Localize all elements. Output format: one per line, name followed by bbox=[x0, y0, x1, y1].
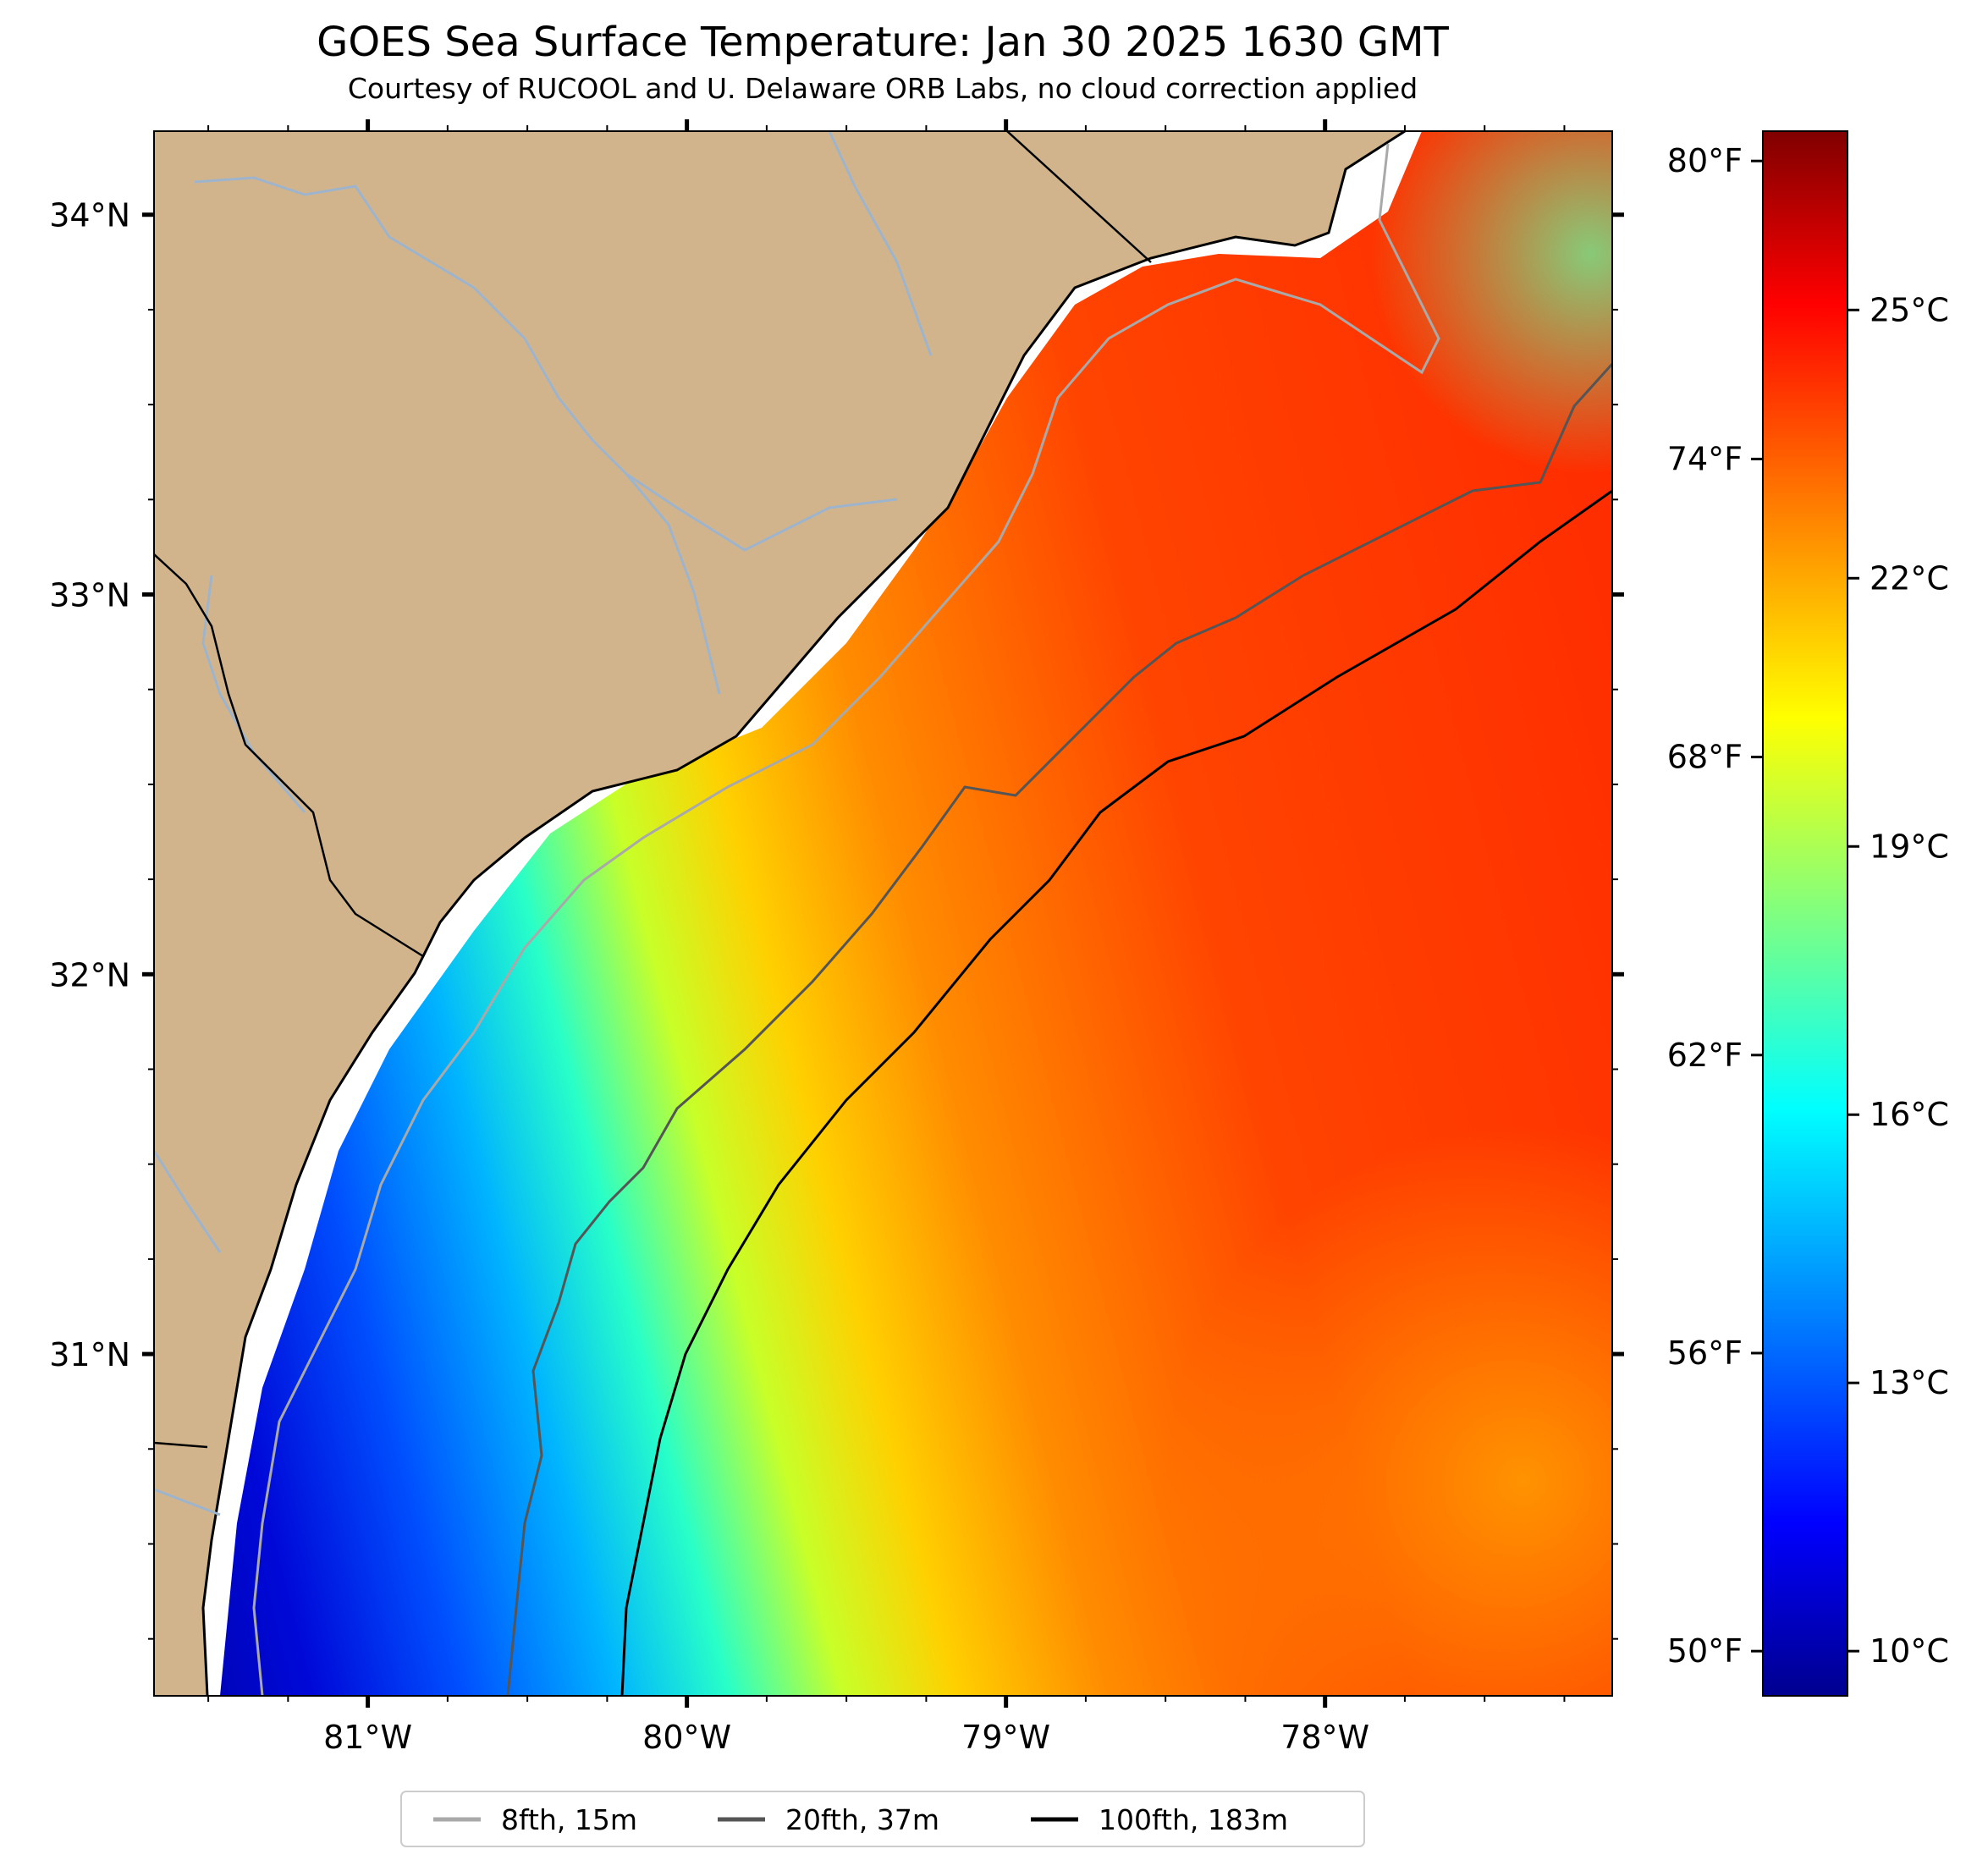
celsius-tick-label: 25°C bbox=[1870, 291, 1949, 328]
colorbar-axes: 10°C 13°C 16°C 19°C 22°C 25°C 50°F 56°F 62°F 68°F… bbox=[1667, 142, 1949, 1670]
lat-tick-label: 32°N bbox=[49, 956, 130, 993]
rivers bbox=[154, 131, 933, 1516]
map-panel bbox=[154, 131, 1612, 1696]
legend-frame bbox=[400, 1791, 1365, 1847]
map-axes: 81°W 80°W 79°W 78°W 34°N 33°N 32°N 31°N bbox=[49, 119, 1624, 1756]
coastline bbox=[201, 131, 1406, 1696]
celsius-tick-label: 10°C bbox=[1870, 1632, 1949, 1670]
fahrenheit-tick-label: 56°F bbox=[1667, 1334, 1743, 1372]
celsius-tick-label: 22°C bbox=[1870, 559, 1949, 597]
fahrenheit-tick-label: 62°F bbox=[1667, 1037, 1743, 1074]
contour-legend: 8fth, 15m 20fth, 37m 100fth, 183m bbox=[400, 1791, 1365, 1847]
state-boundaries bbox=[154, 131, 1152, 1449]
fahrenheit-tick-label: 80°F bbox=[1667, 142, 1743, 179]
lat-tick-label: 33°N bbox=[49, 577, 130, 614]
lon-tick-label: 79°W bbox=[961, 1719, 1050, 1756]
celsius-tick-label: 13°C bbox=[1870, 1364, 1949, 1401]
lon-tick-label: 81°W bbox=[323, 1719, 412, 1756]
figure-subtitle: Courtesy of RUCOOL and U. Delaware ORB L… bbox=[348, 72, 1418, 105]
fahrenheit-tick-label: 74°F bbox=[1667, 440, 1743, 477]
map-frame bbox=[153, 130, 1613, 1697]
colorbar bbox=[1762, 130, 1848, 1697]
contour-100fth bbox=[620, 489, 1612, 1696]
legend-label-8fth: 8fth, 15m bbox=[501, 1803, 637, 1836]
lon-tick-label: 80°W bbox=[642, 1719, 731, 1756]
celsius-tick-label: 16°C bbox=[1870, 1096, 1949, 1133]
figure-title: GOES Sea Surface Temperature: Jan 30 202… bbox=[317, 19, 1449, 66]
celsius-tick-label: 19°C bbox=[1870, 828, 1949, 865]
contour-8fth bbox=[252, 143, 1440, 1696]
lat-tick-label: 34°N bbox=[49, 197, 130, 234]
land-area bbox=[154, 131, 1405, 1696]
lat-tick-label: 31°N bbox=[49, 1336, 130, 1373]
fahrenheit-tick-label: 68°F bbox=[1667, 739, 1743, 776]
legend-label-100fth: 100fth, 183m bbox=[1099, 1803, 1288, 1836]
fahrenheit-tick-label: 50°F bbox=[1667, 1632, 1743, 1670]
contour-20fth bbox=[506, 362, 1612, 1696]
lon-tick-label: 78°W bbox=[1280, 1719, 1369, 1756]
legend-label-20fth: 20fth, 37m bbox=[785, 1803, 939, 1836]
